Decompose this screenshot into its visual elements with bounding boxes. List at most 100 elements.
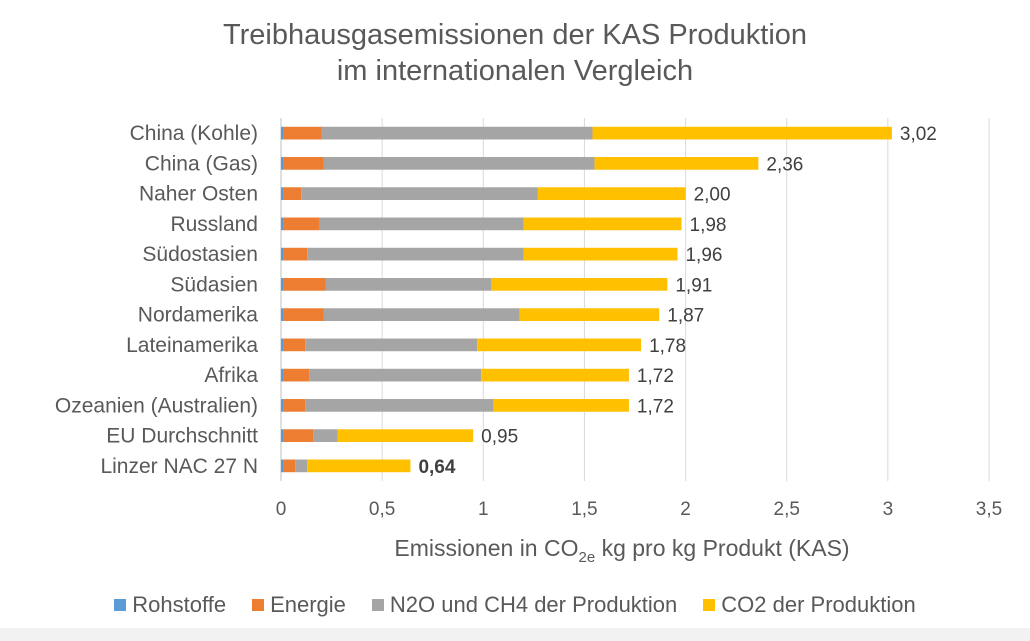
bar-segment-n2o-und-ch4-der-produktion [305, 399, 494, 412]
bar-segment-co2-der-produktion [477, 338, 642, 352]
chart-title-line-2: im internationalen Vergleich [336, 55, 694, 87]
category-label: Ozeanien (Australien) [55, 394, 258, 417]
bar-segment-co2-der-produktion [537, 187, 686, 200]
legend-item: Energie [252, 592, 346, 618]
bar-segment-energie [283, 429, 314, 442]
bar-segment-n2o-und-ch4-der-produktion [295, 459, 308, 473]
bar-segment-co2-der-produktion [493, 399, 629, 412]
data-label-total: 2,36 [766, 154, 803, 175]
legend-item: CO2 der Produktion [703, 592, 916, 618]
data-label-total: 1,98 [690, 215, 727, 236]
bar-segment-n2o-und-ch4-der-produktion [321, 126, 593, 140]
bar-segment-n2o-und-ch4-der-produktion [313, 429, 338, 442]
bar-segment-co2-der-produktion [519, 308, 660, 321]
bar-segment-rohstoffe [281, 308, 284, 321]
legend-item: Rohstoffe [114, 592, 226, 618]
x-tick-label: 2,5 [774, 499, 800, 520]
bar-segment-rohstoffe [281, 399, 284, 412]
bar-segment-energie [283, 399, 306, 412]
bar-segment-co2-der-produktion [594, 157, 759, 170]
data-label-total: 1,78 [649, 336, 686, 357]
bar-segment-n2o-und-ch4-der-produktion [301, 187, 538, 200]
bar-segment-n2o-und-ch4-der-produktion [319, 217, 524, 231]
category-label: Nordamerika [138, 304, 259, 327]
data-label-total: 1,72 [637, 396, 674, 417]
bar-segment-energie [283, 368, 310, 382]
bar-segment-co2-der-produktion [481, 368, 629, 382]
data-label-total: 0,95 [481, 427, 518, 448]
category-label: Linzer NAC 27 N [100, 455, 258, 478]
data-label-total: 1,91 [675, 275, 712, 296]
x-tick-label: 1 [478, 499, 489, 520]
category-label: EU Durchschnitt [106, 425, 258, 448]
legend-swatch [371, 599, 384, 611]
bar-segment-rohstoffe [281, 338, 284, 352]
bar-segment-rohstoffe [281, 459, 284, 473]
bar-segment-n2o-und-ch4-der-produktion [305, 338, 478, 352]
category-label: Afrika [204, 364, 258, 387]
category-label: Russland [170, 213, 258, 236]
category-label: China (Kohle) [130, 122, 258, 145]
x-tick-label: 0 [276, 499, 287, 520]
bar-segment-n2o-und-ch4-der-produktion [307, 247, 524, 261]
data-label-total: 1,87 [667, 306, 704, 327]
bar-segment-rohstoffe [281, 217, 284, 231]
x-axis-title-suffix: kg pro kg Produkt (KAS) [595, 535, 849, 561]
legend-label: Energie [270, 592, 346, 617]
x-tick-label: 2 [680, 499, 691, 520]
bar-segment-co2-der-produktion [307, 459, 411, 473]
data-label-total: 0,64 [418, 457, 455, 478]
data-label-total: 1,72 [637, 366, 674, 387]
bar-segment-energie [283, 247, 308, 261]
bar-segment-n2o-und-ch4-der-produktion [309, 368, 482, 382]
bar-segment-energie [283, 338, 306, 352]
x-tick-label: 0,5 [369, 499, 395, 520]
category-label: Lateinamerika [126, 334, 258, 357]
bar-segment-rohstoffe [281, 187, 284, 200]
legend: Rohstoffe Energie N2O und CH4 der Produkti… [0, 592, 1030, 618]
x-tick-label: 3,5 [976, 499, 1002, 520]
bar-segment-energie [283, 126, 322, 140]
bar-segment-energie [283, 459, 296, 473]
x-axis-title-prefix: Emissionen in CO [394, 535, 578, 561]
category-label: China (Gas) [145, 152, 258, 175]
bar-segment-rohstoffe [281, 368, 284, 382]
bar-segment-co2-der-produktion [523, 217, 682, 231]
bar-segment-n2o-und-ch4-der-produktion [323, 308, 520, 321]
category-label: Südasien [170, 273, 258, 296]
bar-segment-energie [283, 278, 326, 291]
legend-swatch [703, 599, 716, 611]
bar-segment-energie [283, 308, 324, 321]
bar-segment-energie [283, 157, 324, 170]
bar-segment-rohstoffe [281, 429, 284, 442]
legend-swatch [252, 599, 265, 611]
bar-segment-n2o-und-ch4-der-produktion [325, 278, 492, 291]
x-axis-title: Emissionen in CO2e kg pro kg Produkt (KA… [394, 535, 849, 566]
category-label: Südostasien [142, 243, 258, 266]
bar-segment-energie [283, 187, 302, 200]
bar-segment-co2-der-produktion [592, 126, 892, 140]
x-axis-title-subscript: 2e [579, 549, 596, 566]
bar-segment-co2-der-produktion [523, 247, 678, 261]
bar-segment-co2-der-produktion [491, 278, 668, 291]
bar-segment-co2-der-produktion [337, 429, 474, 442]
footer-strip [0, 628, 1030, 641]
legend-item: N2O und CH4 der Produktion [371, 592, 678, 618]
chart-title-line-1: Treibhausgasemissionen der KAS Produktio… [222, 19, 808, 51]
legend-label: N2O und CH4 der Produktion [389, 592, 678, 617]
bar-segment-rohstoffe [281, 126, 284, 140]
data-label-total: 1,96 [685, 245, 722, 266]
x-tick-label: 3 [883, 499, 894, 520]
bar-segment-rohstoffe [281, 278, 284, 291]
legend-label: Rohstoffe [132, 592, 227, 617]
legend-swatch [114, 599, 127, 611]
x-tick-label: 1,5 [571, 499, 597, 520]
bar-segment-rohstoffe [281, 247, 284, 261]
legend-label: CO2 der Produktion [721, 592, 916, 617]
category-label: Naher Osten [139, 183, 258, 206]
data-label-total: 2,00 [694, 185, 731, 206]
bar-segment-energie [283, 217, 320, 231]
bar-segment-n2o-und-ch4-der-produktion [323, 157, 595, 170]
